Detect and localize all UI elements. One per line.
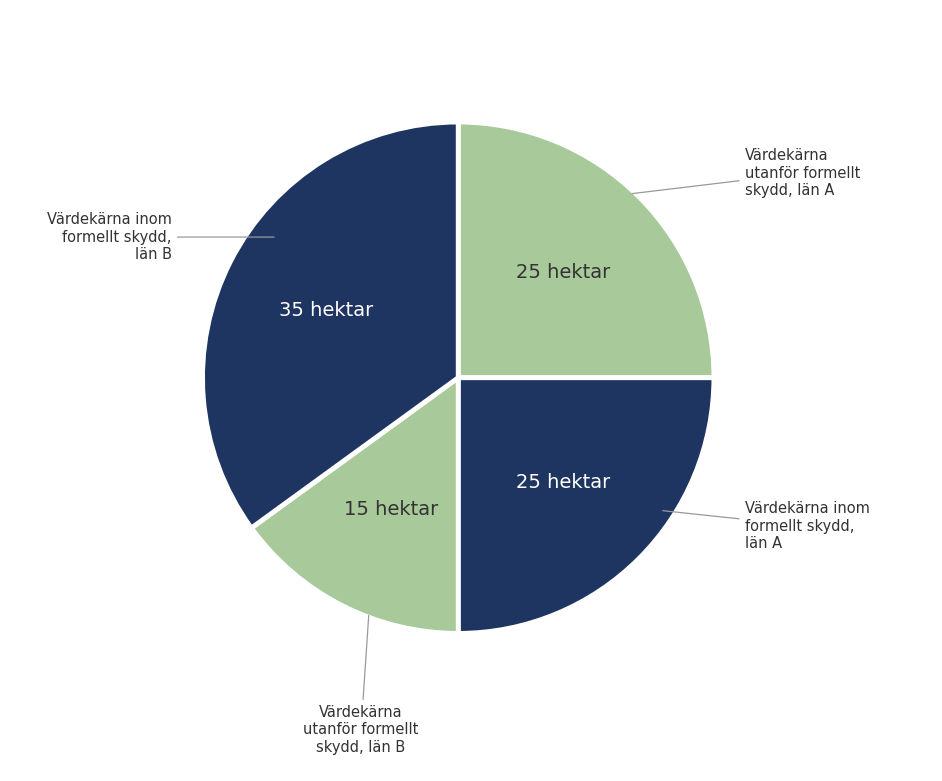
- Wedge shape: [252, 378, 458, 633]
- Wedge shape: [458, 378, 714, 633]
- Text: 35 hektar: 35 hektar: [279, 301, 373, 320]
- Text: 15 hektar: 15 hektar: [344, 501, 438, 519]
- Wedge shape: [458, 122, 714, 378]
- Text: 25 hektar: 25 hektar: [516, 263, 610, 283]
- Text: Värdekärna
utanför formellt
skydd, län B: Värdekärna utanför formellt skydd, län B: [303, 615, 419, 754]
- Text: Värdekärna
utanför formellt
skydd, län A: Värdekärna utanför formellt skydd, län A: [632, 148, 860, 198]
- Text: 25 hektar: 25 hektar: [516, 473, 610, 492]
- Text: Värdekärna inom
formellt skydd,
län B: Värdekärna inom formellt skydd, län B: [47, 212, 274, 262]
- Wedge shape: [203, 122, 458, 528]
- Text: Värdekärna inom
formellt skydd,
län A: Värdekärna inom formellt skydd, län A: [663, 501, 869, 551]
